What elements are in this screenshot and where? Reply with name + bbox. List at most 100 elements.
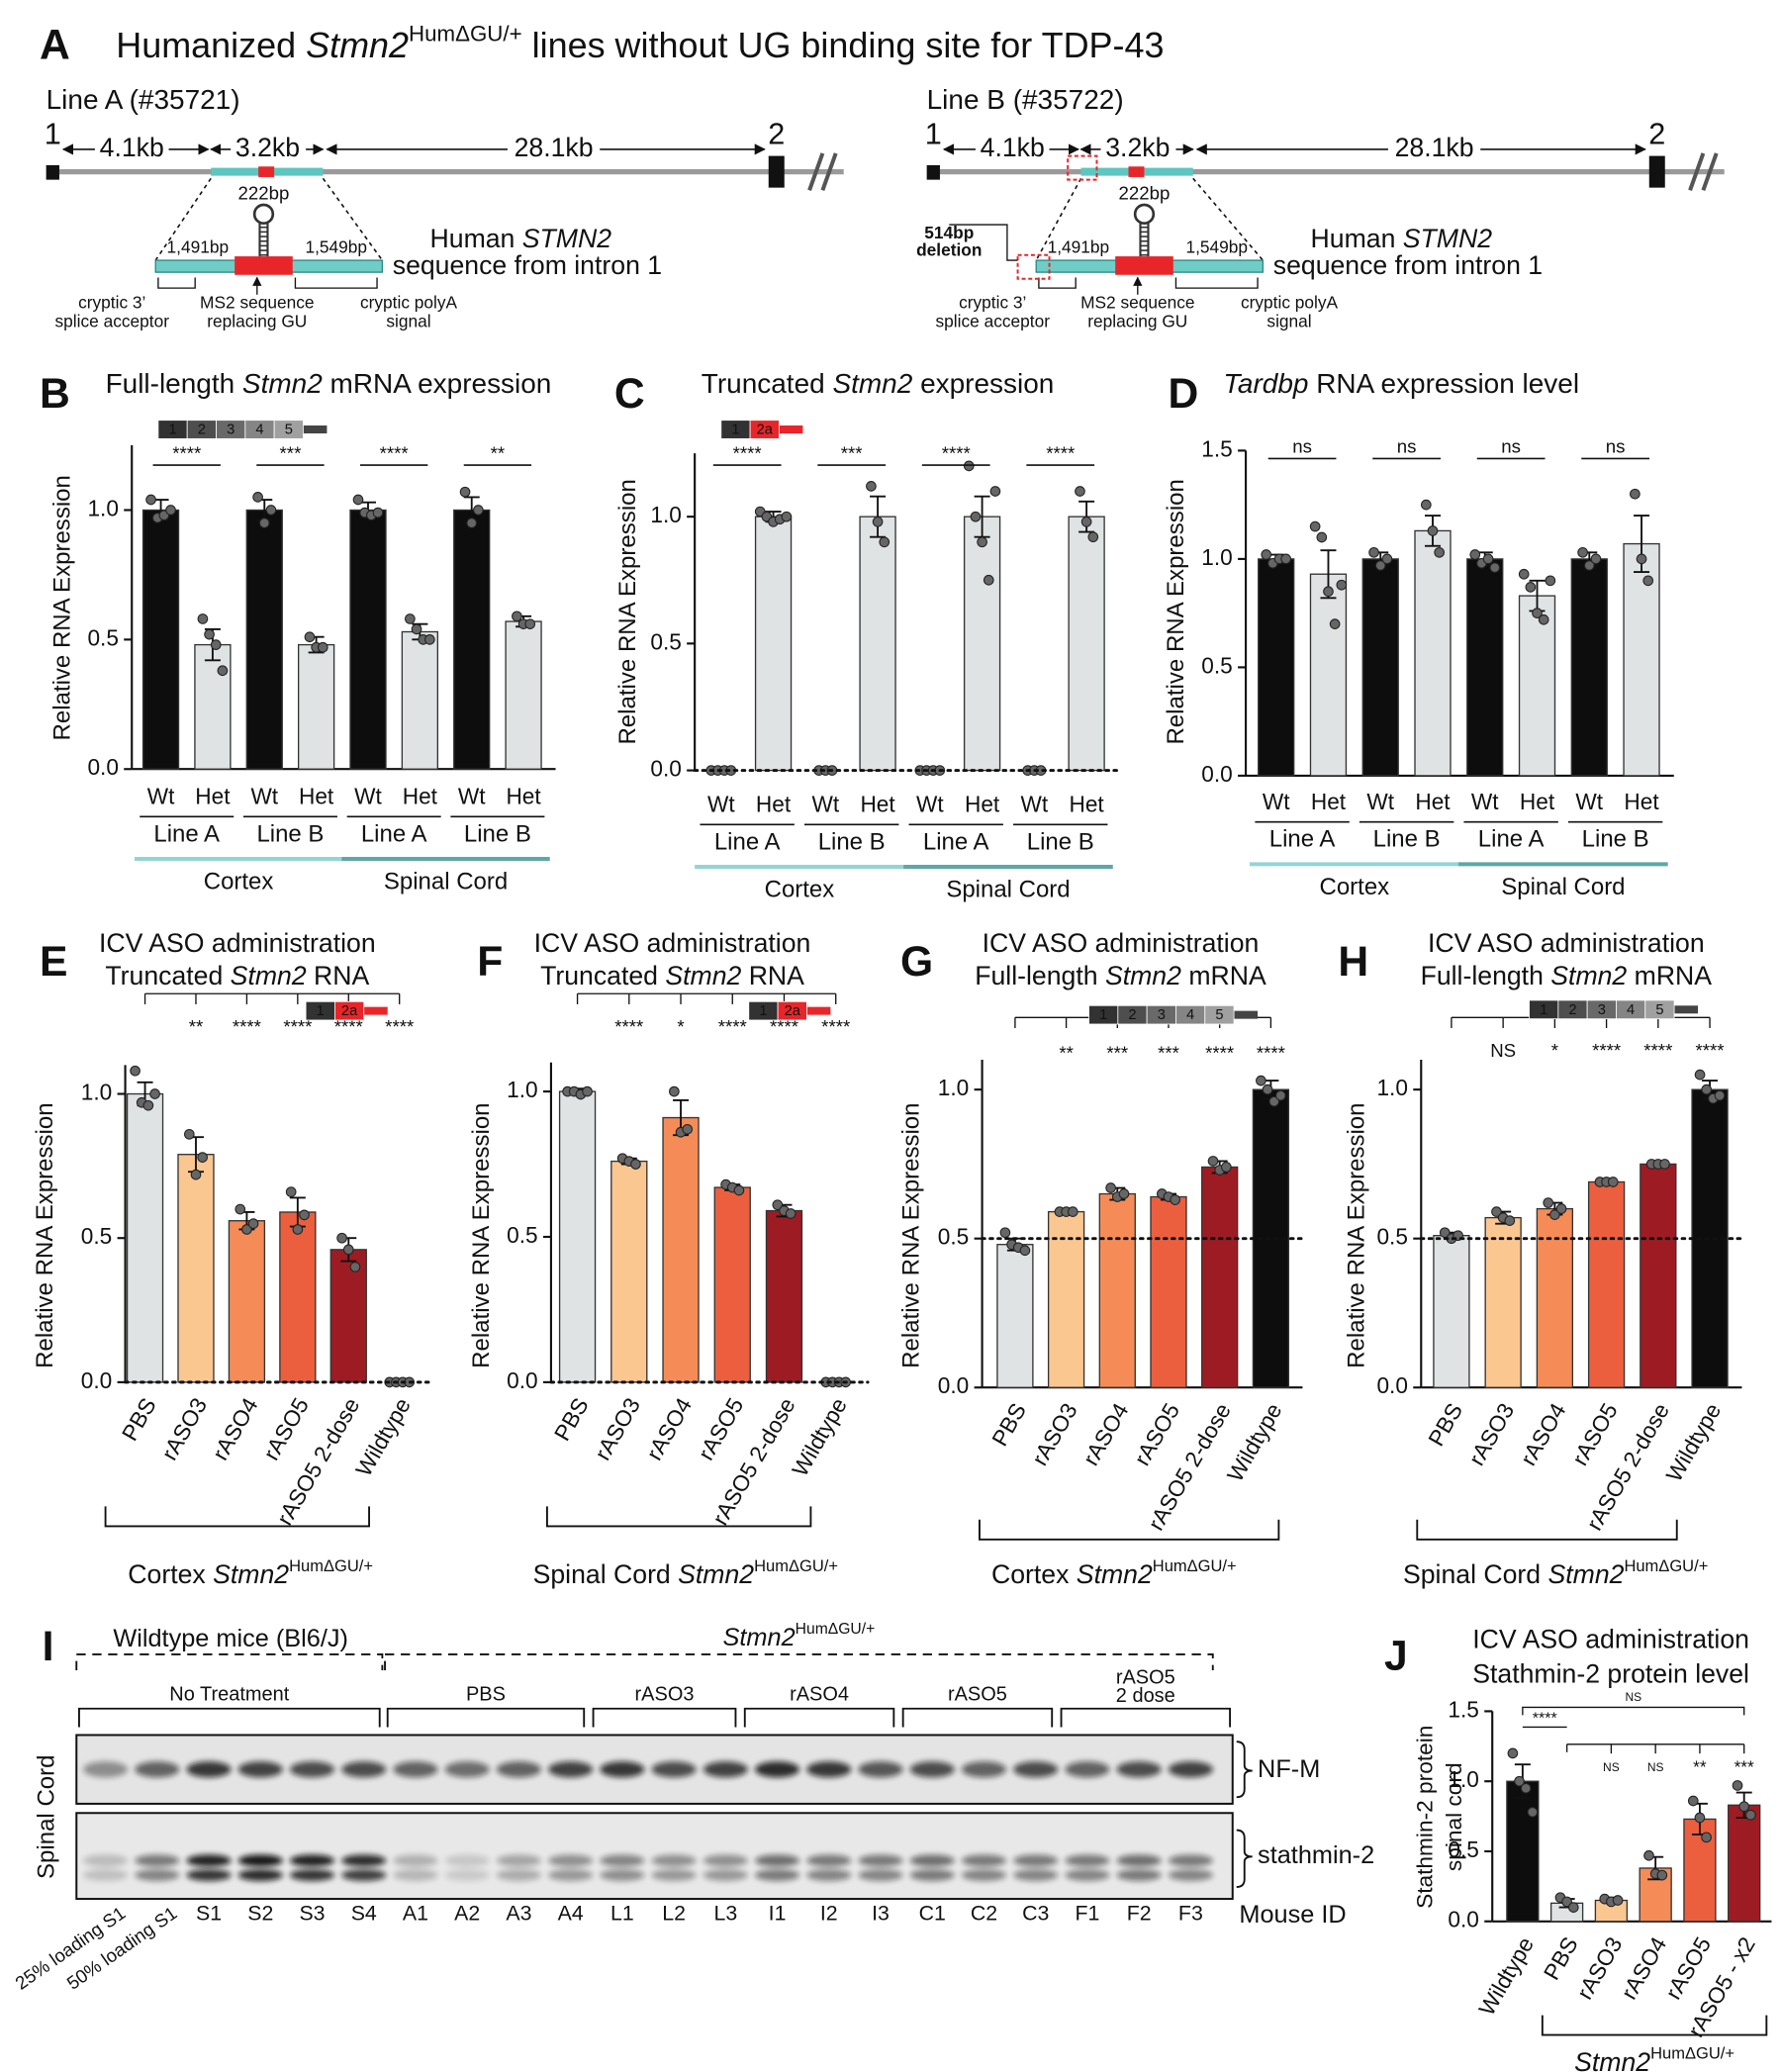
data-point [1316, 531, 1328, 543]
text-segment: HumΔGU/+ [1153, 1556, 1237, 1575]
human-label: sequence from intron 1 [1273, 250, 1543, 280]
significance-label: ** [189, 1016, 204, 1037]
feature-label: cryptic polyA [1241, 293, 1339, 313]
y-tick-label: 0.5 [1448, 1837, 1478, 1862]
y-tick-label: 0.0 [650, 756, 681, 782]
text-segment: Cortex [128, 1559, 213, 1589]
bar [754, 516, 793, 772]
data-point [977, 536, 987, 548]
data-point [372, 507, 384, 518]
data-point [1075, 486, 1085, 497]
flank-size: 1,491bp [1048, 237, 1110, 257]
data-point [1583, 560, 1595, 571]
data-point [1507, 1747, 1519, 1759]
break-mark [1688, 152, 1706, 191]
data-point [1268, 1095, 1280, 1107]
text-segment: HumΔGU/+ [796, 1621, 876, 1638]
data-point [204, 628, 215, 640]
significance-label: ** [1059, 1043, 1074, 1064]
x-tick-label: rASO3 [1026, 1398, 1081, 1469]
lane-label: C1 [919, 1902, 946, 1926]
text-segment: Stmn2 [213, 1559, 289, 1589]
band-stathmin [82, 1854, 129, 1867]
bar [662, 1116, 700, 1383]
distance: 28.1kb [1395, 133, 1474, 162]
data-point [342, 1244, 354, 1256]
bar [349, 509, 387, 770]
significance-label: **** [1257, 1043, 1285, 1064]
panel-letter: C [614, 370, 645, 418]
gene-icon-tail [303, 425, 328, 434]
significance-label: **** [942, 442, 971, 463]
chart-title: Truncated Stmn2 expression [702, 368, 1055, 399]
y-tick-label: 0.5 [650, 628, 681, 654]
significance-label: *** [280, 442, 302, 463]
y-tick-label: 1.0 [81, 1079, 112, 1104]
text-segment: mRNA [1181, 961, 1266, 990]
deletion-box [1016, 253, 1051, 280]
band-stathmin [1116, 1854, 1162, 1867]
id-label: Mouse ID [1239, 1901, 1346, 1929]
x-tick-label: rASO4 [1078, 1398, 1133, 1469]
gene-icon-tail [1234, 1010, 1259, 1019]
x-tick-label: Wt [1575, 789, 1603, 814]
text-segment: RNA [741, 961, 804, 990]
bar [1536, 1207, 1574, 1388]
bar [1518, 595, 1556, 777]
data-point [1491, 1206, 1502, 1217]
x-tick-label: rASO5 [693, 1393, 748, 1464]
feature-label: splice acceptor [55, 311, 170, 330]
feature-label: signal [386, 311, 430, 330]
x-tick-label: rASO4 [1515, 1398, 1570, 1469]
x-tick-label: PBS [986, 1398, 1031, 1450]
significance-label: ns [1501, 436, 1521, 457]
data-point [1738, 1801, 1750, 1813]
lane-label: L2 [662, 1902, 686, 1926]
data-point [781, 511, 793, 522]
band-nfm [186, 1761, 232, 1778]
text-segment: HumΔGU/+ [1624, 1556, 1708, 1575]
y-tick-label: 0.5 [81, 1223, 112, 1249]
band-nfm [858, 1761, 903, 1778]
gene-icon-label: 2 [198, 423, 206, 438]
data-point [145, 494, 156, 506]
lane-label: S1 [196, 1902, 222, 1926]
data-point [142, 1099, 154, 1111]
band-label: NF-M [1258, 1755, 1320, 1783]
text-segment: HumΔGU/+ [754, 1556, 838, 1575]
zoom-line [154, 177, 212, 261]
group-label: Line A [153, 820, 220, 847]
bar [1361, 558, 1399, 777]
band-nfm [1168, 1761, 1214, 1778]
data-point [130, 1065, 141, 1077]
band-stathmin [496, 1869, 542, 1882]
data-point [512, 611, 522, 622]
data-point [1118, 1188, 1130, 1199]
treatment-label: rASO3 [635, 1684, 695, 1706]
group-label: Line B [818, 828, 886, 855]
significance-label: *** [841, 442, 863, 463]
data-point [210, 639, 222, 650]
text-segment: RNA expression level [1308, 368, 1579, 399]
data-point [1732, 1780, 1743, 1791]
text-segment: HumΔGU/+ [1650, 2044, 1734, 2063]
lane-label: C3 [1022, 1902, 1049, 1926]
y-axis-label: Relative RNA Expression [32, 1102, 58, 1367]
band-nfm [341, 1761, 387, 1778]
feature-pointer [157, 277, 196, 289]
band-nfm [1065, 1761, 1110, 1778]
band-stathmin [289, 1869, 335, 1882]
data-point [733, 1184, 745, 1196]
x-tick-label: Het [1311, 789, 1347, 814]
y-tick-label: 1.0 [87, 495, 118, 520]
significance-label: **** [233, 1016, 261, 1037]
x-tick-label: Wt [458, 784, 486, 809]
band-stathmin [1013, 1869, 1059, 1882]
gene-icon-label: 3 [1598, 1002, 1606, 1018]
exon [46, 164, 59, 180]
chart-title: ICV ASO administration [534, 928, 811, 958]
lane-label: S2 [247, 1902, 273, 1926]
group-label: Line A [714, 828, 781, 855]
significance-label: ns [1606, 436, 1626, 457]
data-point [1590, 553, 1602, 565]
